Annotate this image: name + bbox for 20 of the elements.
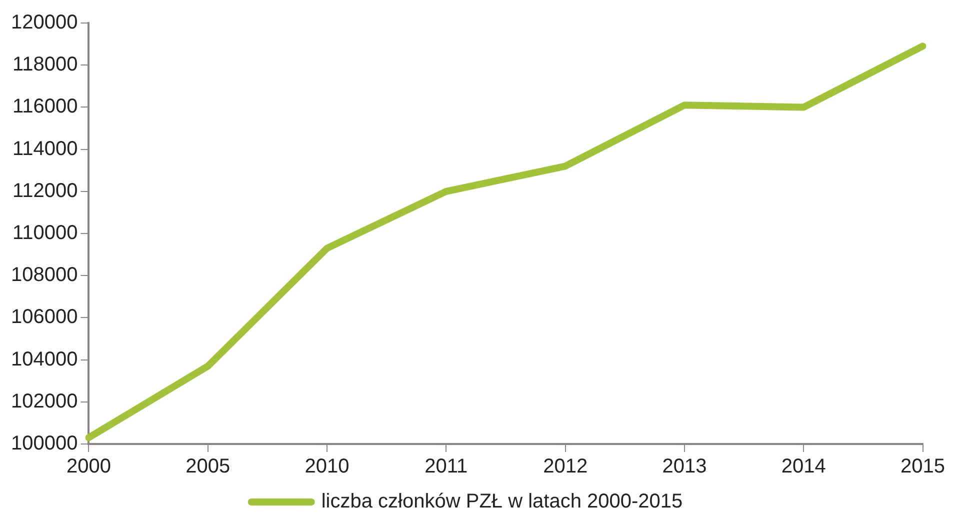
y-tick-label: 102000 — [10, 390, 78, 412]
y-tick-label: 118000 — [12, 54, 78, 76]
legend-label: liczba członków PZŁ w latach 2000-2015 — [321, 490, 683, 513]
y-tick-label: 104000 — [10, 348, 78, 370]
y-tick-label: 116000 — [12, 96, 78, 118]
x-tick-label: 2005 — [186, 456, 230, 478]
y-tick-label: 100000 — [10, 432, 78, 455]
y-tick-label: 106000 — [10, 306, 78, 328]
x-tick-label: 2012 — [543, 456, 588, 478]
y-tick-label: 108000 — [10, 264, 78, 286]
x-tick-label: 2014 — [781, 456, 826, 478]
y-tick-label: 114000 — [12, 138, 78, 160]
y-tick-label: 112000 — [12, 180, 78, 202]
y-tick-label: 120000 — [10, 12, 78, 34]
x-tick-label: 2000 — [66, 456, 111, 478]
x-tick-label: 2015 — [900, 456, 946, 478]
y-tick-label: 110000 — [12, 222, 78, 244]
x-tick-label: 2010 — [304, 456, 350, 478]
x-tick-label: 2013 — [662, 456, 707, 478]
x-tick-label: 2011 — [424, 456, 468, 478]
